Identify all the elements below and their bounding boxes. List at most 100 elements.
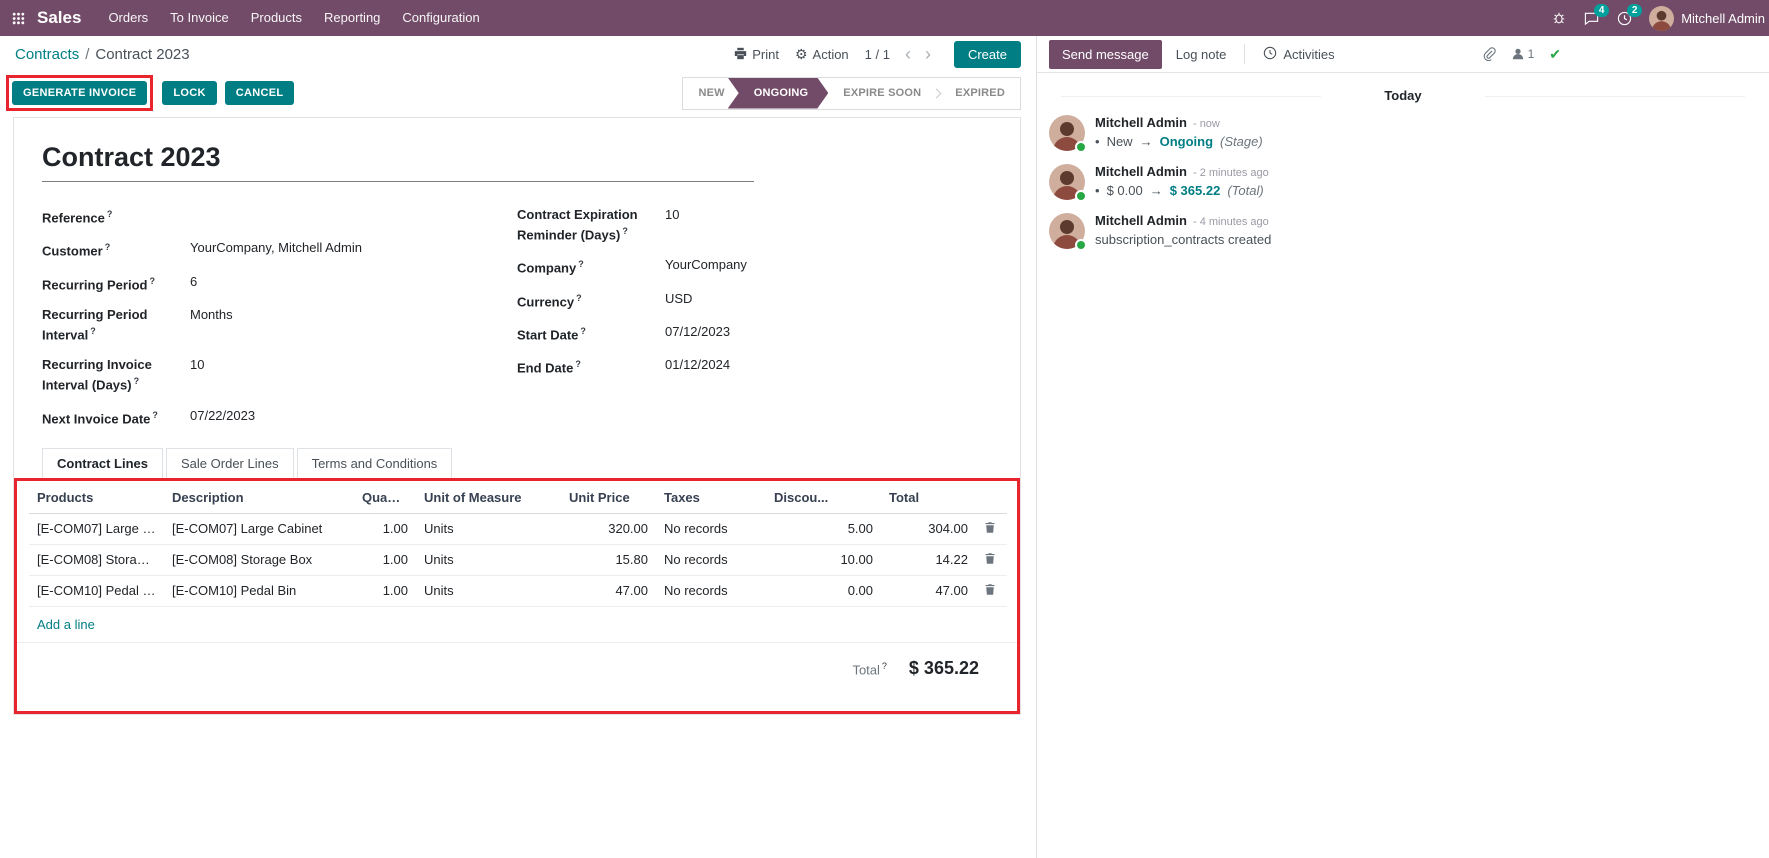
cell-quantity[interactable]: 1.00 [354, 544, 416, 576]
stage-expired[interactable]: EXPIRED [955, 87, 1005, 99]
stage-pipeline: NEW ONGOING EXPIRE SOON EXPIRED [682, 76, 1021, 110]
cell-discount[interactable]: 10.00 [766, 544, 881, 576]
activities-badge: 2 [1627, 3, 1643, 17]
generate-invoice-button[interactable]: GENERATE INVOICE [12, 81, 148, 105]
chevron-right-icon[interactable]: › [918, 44, 938, 65]
cell-taxes[interactable]: No records [656, 513, 766, 545]
tab-terms-conditions[interactable]: Terms and Conditions [296, 447, 453, 478]
field-label-customer: Customer? [42, 242, 111, 259]
cell-taxes[interactable]: No records [656, 575, 766, 607]
cell-description[interactable]: [E-COM08] Storage Box [164, 544, 354, 576]
chevron-left-icon[interactable]: ‹ [898, 44, 918, 65]
trash-icon[interactable] [984, 552, 996, 568]
breadcrumb-contracts-link[interactable]: Contracts [15, 46, 80, 63]
breadcrumb-separator: / [85, 46, 90, 63]
field-label-end-date: End Date? [517, 359, 581, 376]
presence-indicator [1075, 141, 1087, 153]
tab-contract-lines[interactable]: Contract Lines [42, 447, 164, 478]
field-value-currency[interactable]: USD [665, 290, 693, 306]
cell-quantity[interactable]: 1.00 [354, 513, 416, 545]
lock-button[interactable]: LOCK [162, 81, 217, 105]
trash-icon[interactable] [984, 583, 996, 599]
log-note-button[interactable]: Log note [1162, 41, 1241, 68]
stage-new[interactable]: NEW [698, 87, 725, 99]
field-value-customer[interactable]: YourCompany, Mitchell Admin [190, 240, 362, 256]
col-uom[interactable]: Unit of Measure [416, 480, 561, 514]
pager-value: 1 / 1 [864, 47, 890, 62]
cell-uom[interactable]: Units [416, 544, 561, 576]
tab-sale-order-lines[interactable]: Sale Order Lines [166, 447, 294, 478]
paperclip-icon[interactable] [1482, 47, 1496, 61]
debug-bug-icon[interactable] [1543, 4, 1575, 32]
cell-product[interactable]: [E-COM08] Storage Box [29, 544, 164, 576]
tracking-field-name: (Total) [1227, 183, 1264, 198]
print-button[interactable]: Print [734, 47, 779, 63]
follower-count: 1 [1527, 47, 1535, 61]
cell-total[interactable]: 304.00 [881, 513, 976, 545]
user-menu[interactable]: Mitchell Admin [1641, 5, 1769, 31]
cell-discount[interactable]: 5.00 [766, 513, 881, 545]
cell-uom[interactable]: Units [416, 575, 561, 607]
apps-grid-icon[interactable] [0, 0, 37, 36]
menu-reporting[interactable]: Reporting [324, 10, 381, 25]
presence-indicator [1075, 239, 1087, 251]
send-message-button[interactable]: Send message [1049, 39, 1162, 69]
menu-products[interactable]: Products [250, 10, 303, 25]
col-total[interactable]: Total [881, 480, 976, 514]
col-description[interactable]: Description [164, 480, 354, 514]
field-value-recurring-invoice-interval[interactable]: 10 [190, 357, 205, 373]
cell-quantity[interactable]: 1.00 [354, 575, 416, 607]
avatar [1649, 5, 1675, 31]
stage-ongoing[interactable]: ONGOING [728, 78, 829, 109]
field-value-recurring-period[interactable]: 6 [190, 273, 198, 289]
activities-button[interactable]: Activities [1249, 40, 1348, 69]
contract-title[interactable]: Contract 2023 [42, 142, 754, 182]
done-check-icon[interactable]: ✔ [1549, 45, 1561, 62]
message-author: Mitchell Admin [1095, 213, 1187, 228]
field-value-company[interactable]: YourCompany [665, 257, 747, 273]
field-label-start-date: Start Date? [517, 325, 586, 343]
stage-expire-soon[interactable]: EXPIRE SOON [843, 87, 922, 99]
breadcrumb-current: Contract 2023 [95, 46, 190, 63]
trash-icon[interactable] [984, 521, 996, 537]
field-value-end-date[interactable]: 01/12/2024 [665, 357, 731, 373]
followers-icon[interactable]: 1 [1511, 47, 1535, 61]
app-name[interactable]: Sales [37, 8, 82, 27]
cell-unit-price[interactable]: 47.00 [561, 575, 656, 607]
cell-taxes[interactable]: No records [656, 544, 766, 576]
col-quantity[interactable]: Quantity [354, 480, 416, 514]
cancel-button[interactable]: CANCEL [224, 81, 295, 105]
cell-product[interactable]: [E-COM10] Pedal Bin [29, 575, 164, 607]
cell-total[interactable]: 47.00 [881, 575, 976, 607]
activities-clock-icon[interactable]: 2 [1608, 3, 1643, 33]
field-label-recurring-invoice-interval: Recurring Invoice Interval (Days)? [42, 357, 152, 393]
cell-discount[interactable]: 0.00 [766, 575, 881, 607]
cell-description[interactable]: [E-COM07] Large Cabinet [164, 513, 354, 545]
field-label-next-invoice-date: Next Invoice Date? [42, 409, 158, 426]
pager: 1 / 1 ‹ › [865, 44, 938, 65]
menu-configuration[interactable]: Configuration [402, 10, 480, 25]
col-taxes[interactable]: Taxes [656, 480, 766, 514]
col-unit-price[interactable]: Unit Price [561, 480, 656, 514]
message-time: - now [1192, 118, 1220, 130]
field-value-next-invoice-date[interactable]: 07/22/2023 [190, 407, 256, 423]
col-products[interactable]: Products [29, 480, 164, 514]
action-button[interactable]: ⚙ Action [794, 46, 849, 62]
cell-unit-price[interactable]: 320.00 [561, 513, 656, 545]
field-value-start-date[interactable]: 07/12/2023 [665, 323, 731, 339]
menu-orders[interactable]: Orders [108, 10, 149, 25]
field-value-recurring-period-interval[interactable]: Months [190, 306, 233, 322]
tracking-old-value: New [1106, 134, 1133, 149]
cell-description[interactable]: [E-COM10] Pedal Bin [164, 575, 354, 607]
cell-unit-price[interactable]: 15.80 [561, 544, 656, 576]
field-value-expiration-reminder[interactable]: 10 [665, 207, 680, 222]
cell-product[interactable]: [E-COM07] Large Cabi... [29, 513, 164, 545]
add-a-line-link[interactable]: Add a line [17, 607, 1017, 643]
col-discount[interactable]: Discou... [766, 480, 881, 514]
cell-uom[interactable]: Units [416, 513, 561, 545]
messages-icon[interactable]: 4 [1575, 3, 1610, 33]
cell-total[interactable]: 14.22 [881, 544, 976, 576]
create-button[interactable]: Create [953, 41, 1021, 68]
statusbar: GENERATE INVOICE LOCK CANCEL NEW ONGOING… [0, 73, 1036, 113]
menu-to-invoice[interactable]: To Invoice [170, 10, 229, 25]
